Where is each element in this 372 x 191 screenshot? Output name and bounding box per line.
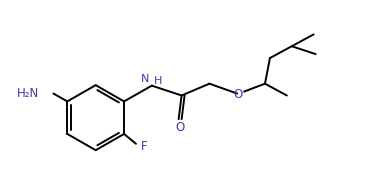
Text: F: F — [141, 140, 148, 153]
Text: O: O — [175, 121, 184, 134]
Text: O: O — [234, 88, 243, 101]
Text: H₂N: H₂N — [17, 87, 39, 100]
Text: N: N — [141, 74, 149, 84]
Text: H: H — [154, 76, 162, 86]
